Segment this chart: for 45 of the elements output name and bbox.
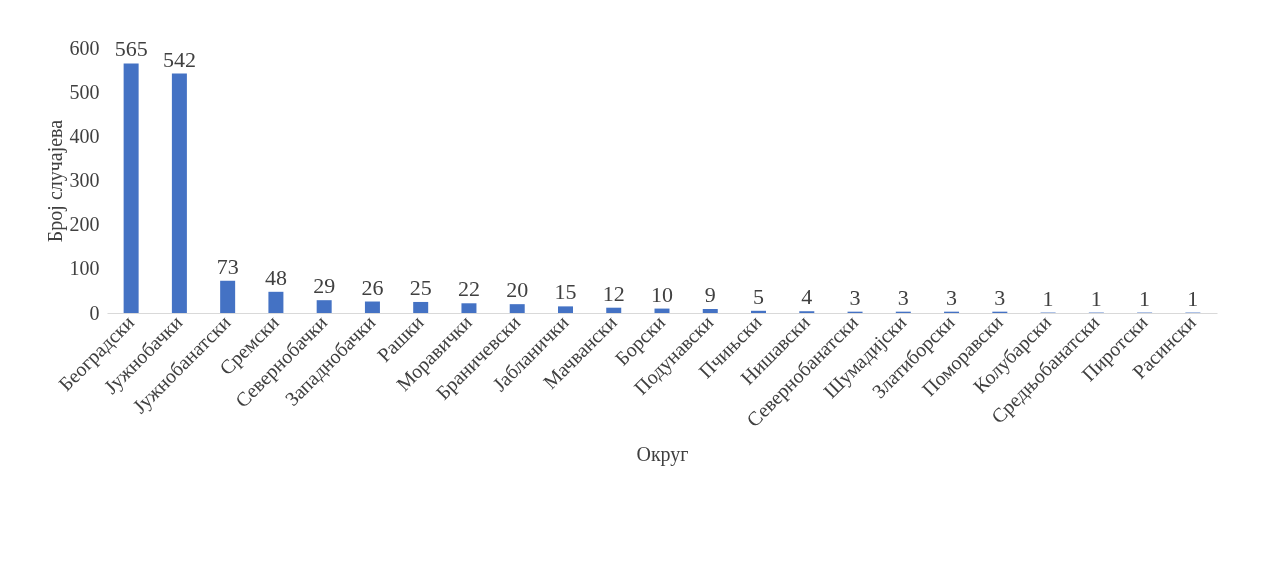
data-label: 20 bbox=[506, 277, 529, 303]
data-label: 9 bbox=[704, 282, 716, 308]
data-label: 73 bbox=[216, 253, 239, 279]
bar bbox=[654, 308, 670, 313]
data-label: 565 bbox=[114, 36, 148, 62]
bar bbox=[702, 309, 718, 313]
bar bbox=[461, 303, 477, 313]
data-label: 1 bbox=[1042, 285, 1054, 311]
bar bbox=[751, 310, 767, 313]
y-axis-title: Број случајева bbox=[43, 119, 67, 243]
data-label: 29 bbox=[313, 273, 336, 299]
data-label: 25 bbox=[409, 274, 432, 300]
bar bbox=[171, 73, 187, 313]
data-label: 1 bbox=[1187, 285, 1199, 311]
data-label: 5 bbox=[753, 283, 765, 309]
data-label: 48 bbox=[264, 264, 287, 290]
y-tick-label: 400 bbox=[69, 124, 100, 147]
y-tick-label: 300 bbox=[69, 169, 100, 191]
bar bbox=[557, 306, 573, 313]
data-label: 26 bbox=[361, 274, 384, 300]
data-label: 3 bbox=[946, 284, 958, 310]
x-axis-title: Округ bbox=[636, 443, 689, 467]
y-tick-label: 600 bbox=[69, 36, 100, 59]
data-label: 3 bbox=[897, 284, 909, 310]
bar bbox=[413, 301, 429, 313]
bar bbox=[364, 301, 380, 313]
bar bbox=[316, 300, 332, 313]
bar bbox=[220, 280, 236, 313]
bar bbox=[268, 291, 284, 313]
data-label: 1 bbox=[1139, 285, 1151, 311]
y-tick-label: 100 bbox=[69, 257, 100, 280]
data-label: 3 bbox=[994, 284, 1006, 310]
data-label: 10 bbox=[651, 281, 673, 307]
data-label: 3 bbox=[849, 284, 861, 310]
bar bbox=[123, 63, 139, 313]
data-label: 12 bbox=[602, 280, 625, 306]
bar bbox=[509, 304, 525, 313]
data-label: 542 bbox=[162, 46, 196, 72]
bar bbox=[606, 307, 622, 313]
data-label: 15 bbox=[554, 279, 577, 305]
data-label: 22 bbox=[457, 276, 480, 302]
y-tick-label: 200 bbox=[69, 213, 100, 236]
data-label: 1 bbox=[1090, 285, 1102, 311]
data-label: 4 bbox=[801, 284, 813, 310]
y-tick-label: 500 bbox=[69, 80, 100, 103]
